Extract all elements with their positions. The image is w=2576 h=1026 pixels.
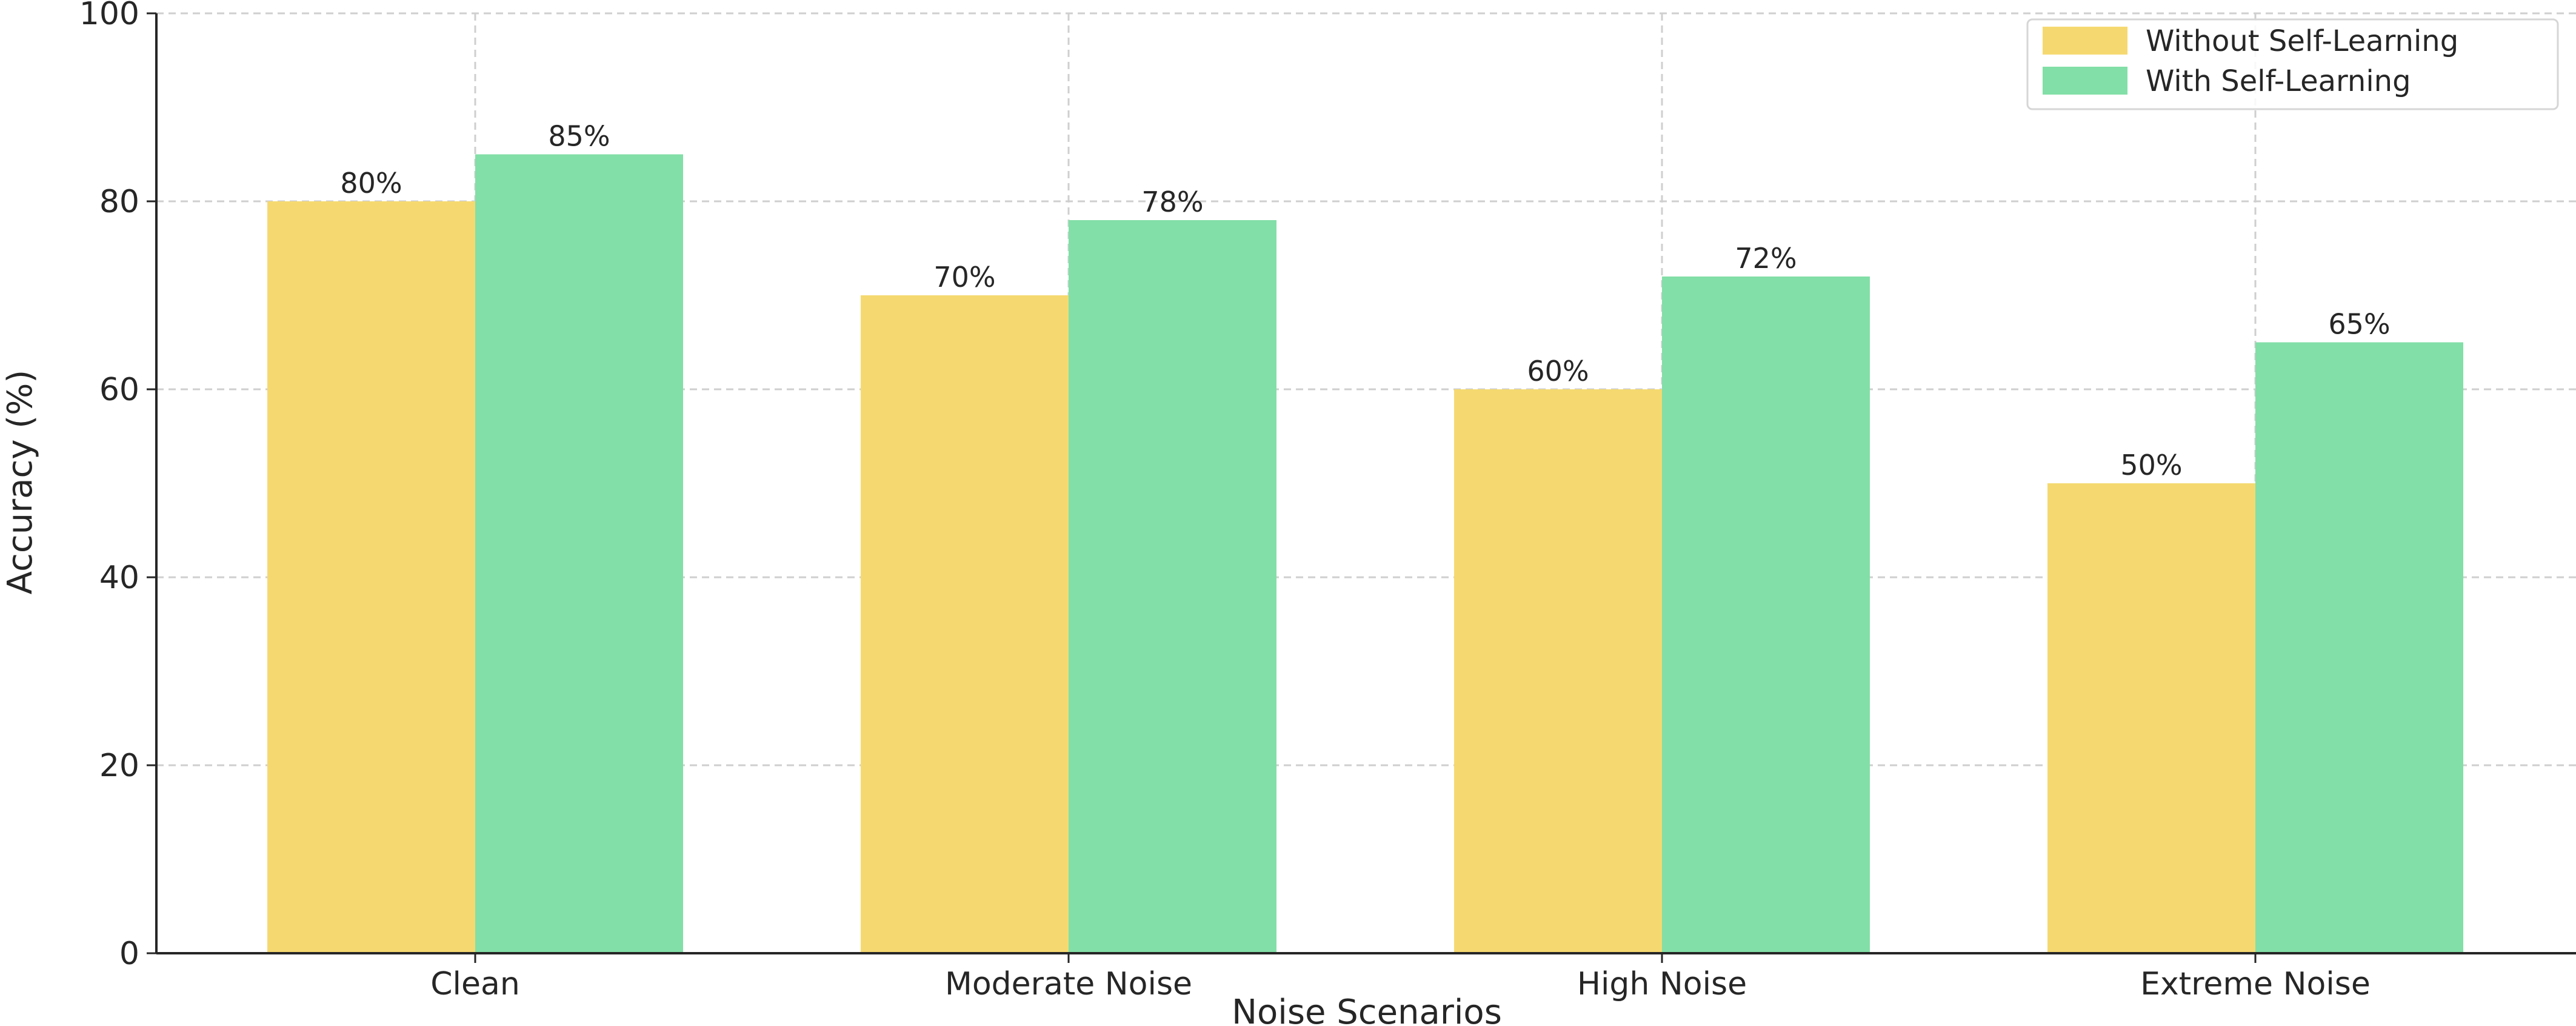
bar-without-self-learning-moderate-noise [861, 295, 1069, 953]
y-axis-title: Accuracy (%) [1, 370, 40, 594]
y-tick-label-20: 20 [99, 748, 139, 784]
y-tick-label-80: 80 [99, 184, 139, 220]
data-label-without-self-learning-extreme-noise: 50% [2120, 449, 2182, 481]
data-label-without-self-learning-high-noise: 60% [1527, 355, 1589, 387]
bar-without-self-learning-extreme-noise [2047, 483, 2255, 953]
legend-label-with-self-learning: With Self-Learning [2146, 64, 2411, 98]
data-label-with-self-learning-moderate-noise: 78% [1141, 186, 1203, 218]
bar-with-self-learning-moderate-noise [1069, 220, 1276, 953]
bar-without-self-learning-clean [267, 201, 475, 953]
bar-with-self-learning-clean [475, 154, 683, 953]
bar-without-self-learning-high-noise [1454, 389, 1662, 953]
axes-layer [147, 12, 2576, 963]
legend-label-without-self-learning: Without Self-Learning [2146, 24, 2458, 58]
y-tick-label-60: 60 [99, 372, 139, 408]
bars-layer [267, 154, 2463, 953]
y-tick-label-100: 100 [79, 0, 139, 32]
legend-box [2026, 18, 2559, 110]
data-label-with-self-learning-high-noise: 72% [1735, 242, 1797, 275]
legend: Without Self-Learning With Self-Learning [2026, 18, 2559, 110]
x-tick-label-moderate-noise: Moderate Noise [945, 966, 1192, 1002]
y-tick-label-0: 0 [119, 936, 139, 972]
data-label-without-self-learning-moderate-noise: 70% [933, 261, 995, 293]
x-tick-label-high-noise: High Noise [1577, 966, 1747, 1002]
x-axis-title: Noise Scenarios [1232, 993, 1502, 1026]
y-tick-label-40: 40 [99, 560, 139, 596]
x-tick-label-extreme-noise: Extreme Noise [2140, 966, 2371, 1002]
bar-with-self-learning-extreme-noise [2255, 342, 2463, 953]
data-label-without-self-learning-clean: 80% [340, 167, 402, 200]
legend-swatch-without-self-learning [2043, 27, 2127, 55]
bar-with-self-learning-high-noise [1662, 277, 1870, 953]
data-label-with-self-learning-extreme-noise: 65% [2328, 308, 2390, 341]
x-tick-label-clean: Clean [430, 966, 520, 1002]
labels-layer: 0 20 40 60 80 100 80% 70% 60% 50% 85% 78% 72% 65% Clea… [79, 0, 2391, 1002]
legend-swatch-with-self-learning [2043, 67, 2127, 95]
data-label-with-self-learning-clean: 85% [548, 120, 610, 153]
